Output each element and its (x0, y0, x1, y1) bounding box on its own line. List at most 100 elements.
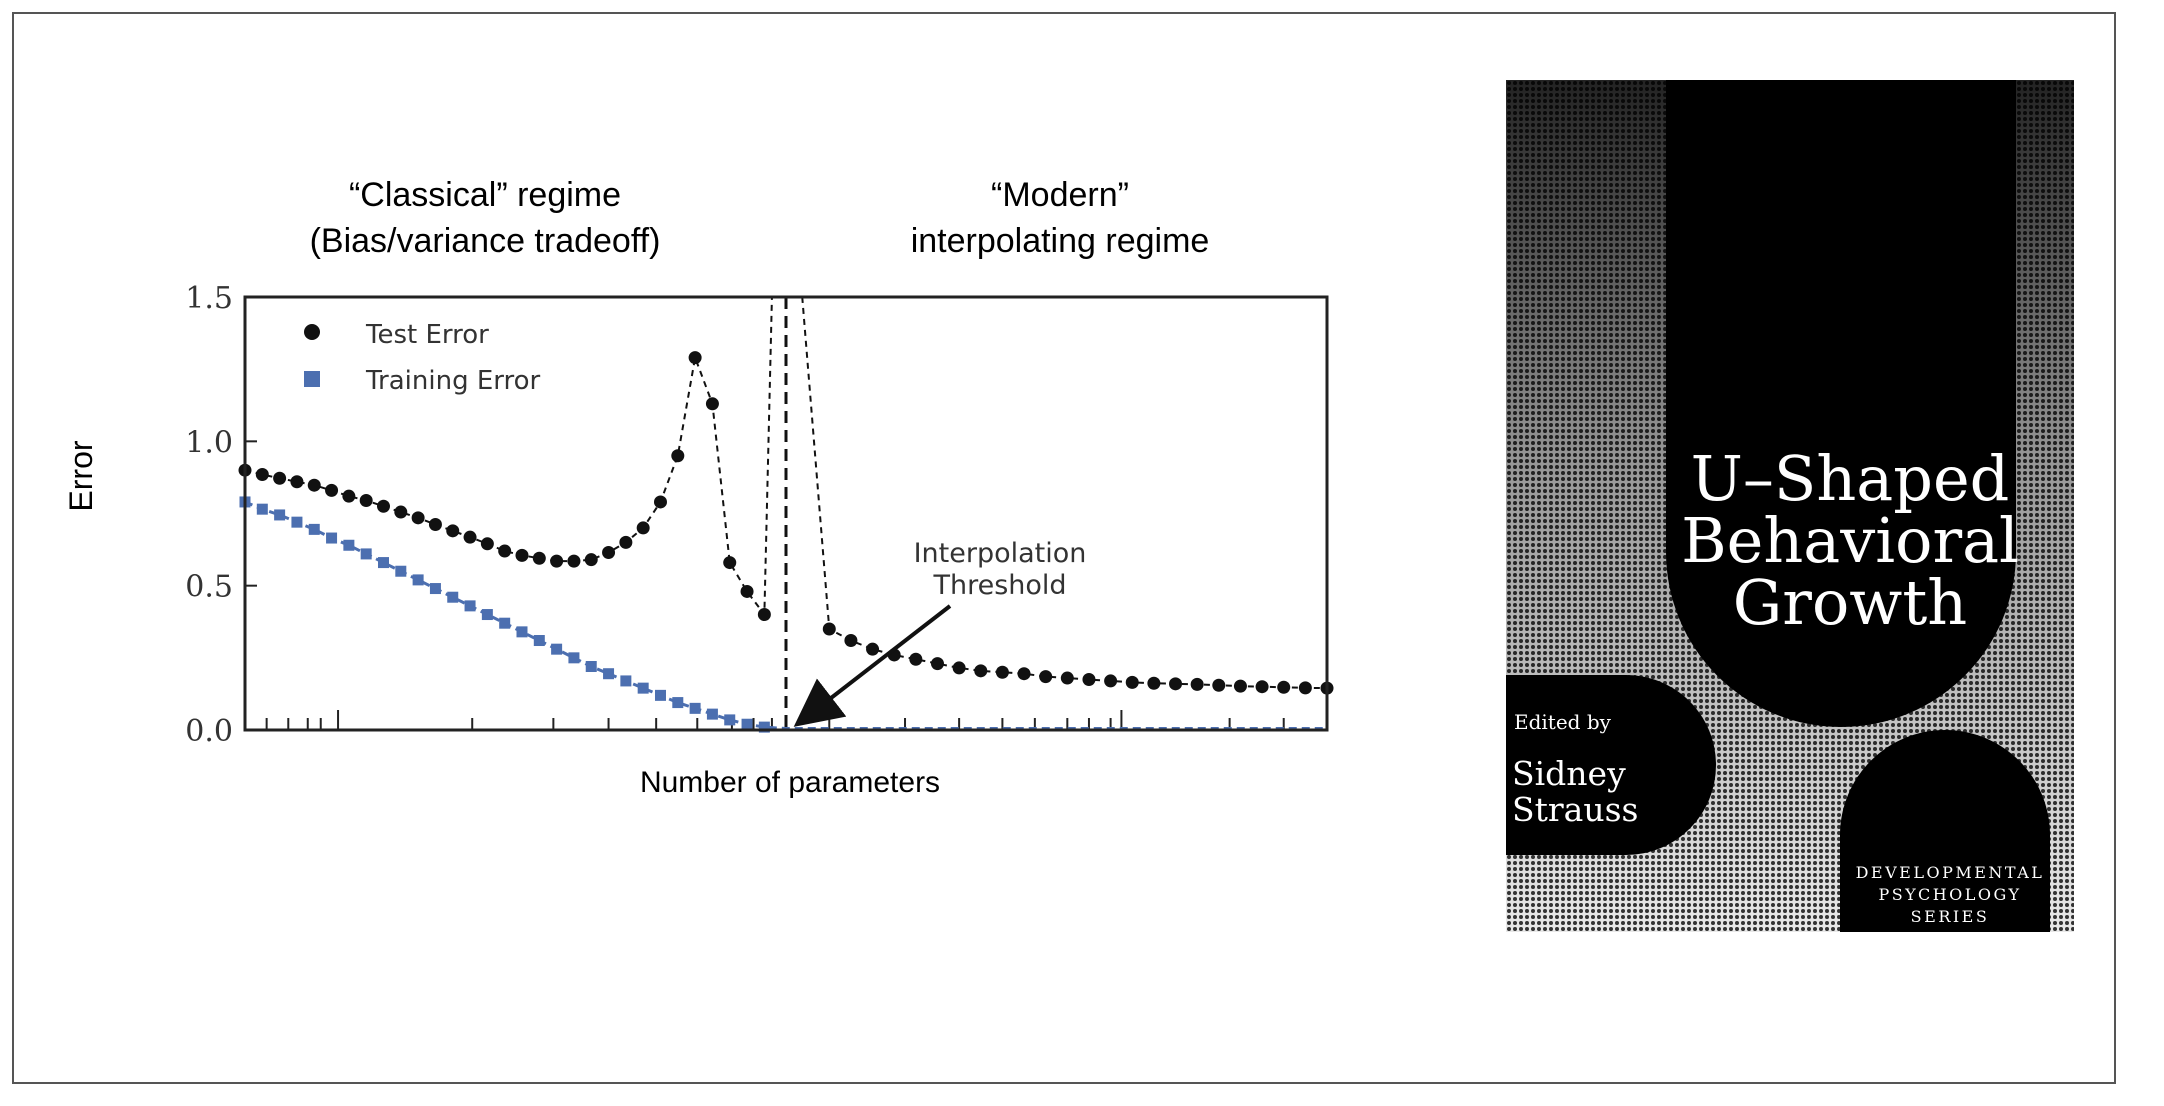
legend-test-error-marker (304, 324, 320, 340)
test-error-point (740, 584, 754, 598)
test-error-point (1190, 677, 1204, 691)
test-error-point (1277, 680, 1291, 694)
test-error-point (822, 622, 836, 636)
annotation-line-1: Interpolation (914, 538, 1087, 569)
test-error-point (844, 634, 858, 648)
test-error-curve-left (244, 296, 773, 618)
training-error-point (274, 509, 286, 521)
training-error-point (481, 609, 493, 621)
training-error-point (620, 675, 632, 687)
training-error-point (672, 697, 684, 709)
legend-test-error-label: Test Error (365, 320, 489, 350)
training-error-point (343, 539, 355, 551)
training-error-point (637, 682, 649, 694)
test-error-point (1039, 670, 1053, 684)
editor-name: Sidney Strauss (1512, 756, 1638, 828)
test-error-point (1147, 676, 1161, 690)
test-error-point (653, 495, 667, 509)
test-error-point (550, 554, 564, 568)
test-error-point (952, 661, 966, 675)
y-tick-label: 1.5 (185, 281, 233, 316)
edited-by-label: Edited by (1514, 710, 1611, 734)
book-title-line-2: Behavioral (1681, 504, 2019, 577)
test-error-point (636, 521, 650, 535)
plot-area-frame (243, 295, 1329, 732)
classical-regime-line-2: (Bias/variance tradeoff) (309, 222, 661, 260)
test-error-point (342, 489, 356, 503)
x-axis-label: Number of parameters (639, 766, 941, 799)
y-axis-label: Error (63, 440, 99, 511)
modern-regime-line-1: “Modern” (991, 176, 1129, 214)
training-error-point (256, 503, 268, 515)
legend-training-error-marker (304, 371, 320, 387)
test-error-point (394, 505, 408, 519)
test-error-point (705, 397, 719, 411)
test-error-point (757, 608, 771, 622)
test-error-point (1060, 671, 1074, 685)
test-error-point (1212, 678, 1226, 692)
book-cover (1506, 80, 2074, 932)
test-error-point (411, 511, 425, 525)
training-error-point (429, 583, 441, 595)
training-error-point (395, 565, 407, 577)
test-error-point (1017, 667, 1031, 681)
annotation-line-2: Threshold (932, 570, 1066, 601)
training-error-point (516, 626, 528, 638)
series-line-1: DEVELOPMENTAL (1855, 863, 2045, 882)
legend-training-error-label: Training Error (365, 366, 541, 396)
training-error-point (308, 523, 320, 535)
training-error-point (291, 516, 303, 528)
test-error-point (1233, 679, 1247, 693)
test-error-point (688, 351, 702, 365)
modern-regime-label: “Modern” interpolating regime (840, 172, 1280, 264)
test-error-point (1255, 680, 1269, 694)
test-error-point (446, 524, 460, 538)
test-error-point (532, 551, 546, 565)
training-error-point (724, 714, 736, 726)
training-error-point (326, 532, 338, 544)
test-error-point (1104, 674, 1118, 688)
cover-u-shape (1666, 80, 2016, 727)
training-error-point (654, 689, 666, 701)
training-error-point (360, 548, 372, 560)
test-error-point (290, 475, 304, 489)
cover-left-blob (1506, 675, 1716, 855)
test-error-point (463, 530, 477, 544)
test-error-point (1169, 677, 1183, 691)
test-error-point (619, 535, 633, 549)
training-error-point (377, 557, 389, 569)
editor-name-line-2: Strauss (1512, 790, 1639, 829)
training-error-point (499, 617, 511, 629)
test-error-point (307, 478, 321, 492)
test-error-point (995, 665, 1009, 679)
test-error-point (1082, 672, 1096, 686)
test-error-point (498, 544, 512, 558)
y-tick-label: 0.5 (185, 570, 233, 605)
test-error-point (567, 554, 581, 568)
test-error-point (909, 652, 923, 666)
training-error-point (533, 635, 545, 647)
test-error-point (584, 553, 598, 567)
y-tick-label: 1.0 (185, 425, 233, 460)
test-error-curve-right (801, 296, 1328, 690)
y-tick-label: 0.0 (185, 714, 233, 749)
test-error-point (930, 657, 944, 671)
training-error-point (412, 574, 424, 586)
book-cover-art (1506, 80, 2074, 932)
book-title-line-1: U–Shaped (1690, 442, 2010, 515)
classical-regime-line-1: “Classical” regime (348, 176, 622, 214)
training-error-point (447, 591, 459, 603)
training-error-point (585, 660, 597, 672)
test-error-point (974, 664, 988, 678)
training-error-point (758, 721, 770, 733)
editor-name-line-1: Sidney (1512, 754, 1626, 793)
test-error-point (376, 499, 390, 513)
test-error-point (359, 494, 373, 508)
training-error-point (551, 643, 563, 655)
training-error-point (706, 708, 718, 720)
classical-regime-label: “Classical” regime (Bias/variance tradeo… (240, 172, 730, 264)
modern-regime-line-2: interpolating regime (910, 222, 1210, 260)
test-error-point (723, 556, 737, 570)
test-error-point (428, 517, 442, 531)
